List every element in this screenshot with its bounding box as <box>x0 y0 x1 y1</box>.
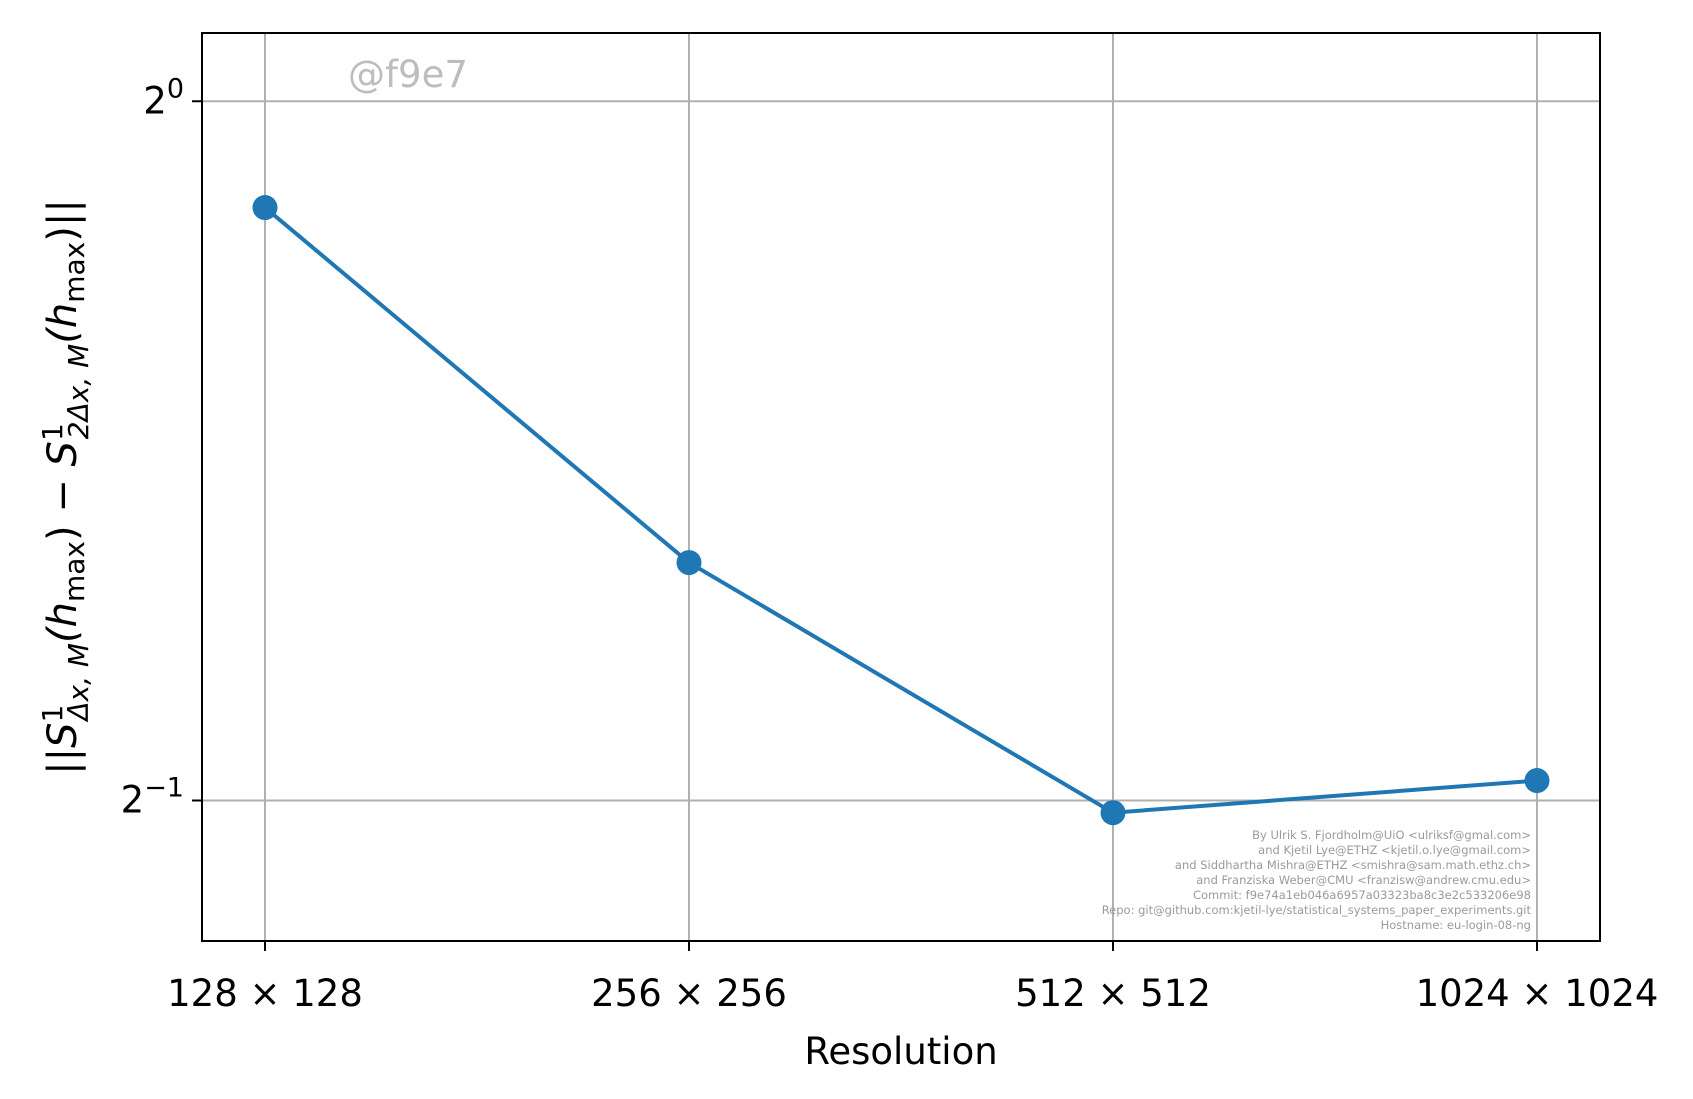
ylabel-s1: S <box>40 722 86 747</box>
ticks <box>192 100 1538 951</box>
ylabel-h2-sub: max <box>58 242 91 303</box>
plot-frame <box>201 32 1601 942</box>
ylabel-open2: (h <box>40 303 86 344</box>
data-point <box>1100 800 1126 826</box>
credit-line: Hostname: eu-login-08-ng <box>1381 918 1531 932</box>
x-axis-label: Resolution <box>804 1030 997 1073</box>
ylabel-minus: − <box>40 466 86 525</box>
series-line <box>263 206 1538 815</box>
ylabel-h1-sub: max <box>58 541 91 602</box>
y-tick-label: 2−1 <box>121 773 184 822</box>
ylabel-close1: ) <box>40 525 86 541</box>
series-error <box>252 195 1550 826</box>
ylabel-s2-sub: 2Δx, M <box>62 344 95 440</box>
credit-line: and Kjetil Lye@ETHZ <kjetil.o.lye@gmail.… <box>1258 843 1531 857</box>
svg-text:||S1Δx, M(hmax) − S12Δx, M(hma: ||S1Δx, M(hmax) − S12Δx, M(hmax)|| <box>36 199 95 775</box>
y-tick-label: 20 <box>143 73 184 122</box>
x-tick-label: 1024 × 1024 <box>1416 972 1659 1015</box>
data-point <box>252 195 278 221</box>
ylabel-close2: ) <box>40 226 86 242</box>
credits-block: By Ulrik S. Fjordholm@UiO <ulriksf@gmal.… <box>1102 828 1532 932</box>
data-point <box>676 550 702 576</box>
x-tick-label: 256 × 256 <box>591 972 787 1015</box>
ylabel-s1-sup: 1 <box>36 705 69 723</box>
ylabel-bars-open: || <box>40 748 86 775</box>
credit-line: and Siddhartha Mishra@ETHZ <smishra@sam.… <box>1175 858 1531 872</box>
x-tick-label: 512 × 512 <box>1015 972 1211 1015</box>
x-tick-labels: 128 × 128 256 × 256 512 × 512 1024 × 1024 <box>167 972 1658 1015</box>
ylabel-open1: (h <box>40 602 86 643</box>
credit-line: By Ulrik S. Fjordholm@UiO <ulriksf@gmal.… <box>1252 828 1531 842</box>
watermark: @f9e7 <box>348 53 468 96</box>
credit-line: Repo: git@github.com:kjetil-lye/statisti… <box>1102 903 1532 917</box>
data-point <box>1524 768 1550 794</box>
y-axis-label: ||S1Δx, M(hmax) − S12Δx, M(hmax)|| <box>36 199 95 775</box>
ylabel-s2-sup: 1 <box>36 423 69 441</box>
ylabel-s2: S <box>40 441 86 466</box>
credit-line: Commit: f9e74a1eb046a6957a03323ba8c3e2c5… <box>1193 888 1531 902</box>
y-tick-labels: 20 2−1 <box>121 73 184 821</box>
ylabel-bars-close: || <box>40 199 86 226</box>
grid <box>202 33 1600 941</box>
x-tick-label: 128 × 128 <box>167 972 363 1015</box>
credit-line: and Franziska Weber@CMU <franzisw@andrew… <box>1196 873 1531 887</box>
ylabel-s1-sub: Δx, M <box>62 643 95 723</box>
